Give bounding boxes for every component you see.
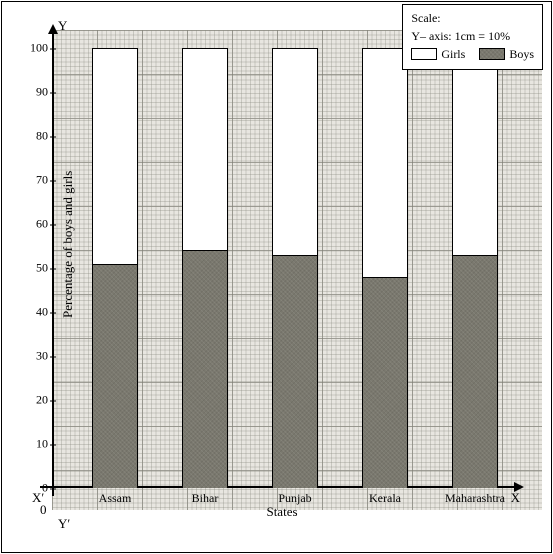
legend-swatch-boys <box>479 48 505 60</box>
axis-end-y-bottom: Y′ <box>58 516 70 532</box>
x-category-label: Bihar <box>192 491 219 506</box>
axis-end-y-top: Y <box>58 18 67 34</box>
x-category-label: Kerala <box>369 491 401 506</box>
bar-segment-girls <box>363 49 407 278</box>
y-tick-label: 20 <box>24 393 48 408</box>
bar-segment-boys <box>273 255 317 488</box>
scale-text: Y– axis: 1cm = 10% <box>411 27 534 45</box>
y-tick-label: 10 <box>24 437 48 452</box>
y-axis <box>52 30 54 496</box>
plot-area: 0102030405060708090100 AssamBiharPunjabK… <box>52 48 512 488</box>
y-tick-label: 40 <box>24 305 48 320</box>
bar <box>362 48 408 488</box>
y-tick-label: 70 <box>24 173 48 188</box>
legend-row: Girls Boys <box>411 45 534 63</box>
axis-end-origin: 0 <box>40 502 47 518</box>
scale-legend-box: Scale: Y– axis: 1cm = 10% Girls Boys <box>402 4 543 70</box>
bar-segment-boys <box>363 277 407 488</box>
bar-segment-girls <box>453 49 497 256</box>
x-axis-label: States <box>266 504 297 520</box>
bar-segment-girls <box>183 49 227 251</box>
x-category-label: Assam <box>99 491 132 506</box>
bar <box>182 48 228 488</box>
legend-label-girls: Girls <box>441 45 465 63</box>
bar <box>272 48 318 488</box>
y-axis-arrow-icon <box>48 24 58 34</box>
bar-segment-boys <box>183 250 227 488</box>
bar <box>452 48 498 488</box>
legend-swatch-girls <box>411 48 437 60</box>
legend-label-boys: Boys <box>509 45 534 63</box>
scale-title: Scale: <box>411 9 534 27</box>
chart-container: Scale: Y– axis: 1cm = 10% Girls Boys 010… <box>0 0 553 554</box>
x-category-label: Maharashtra <box>445 491 505 506</box>
bar-segment-girls <box>273 49 317 256</box>
y-tick-label: 80 <box>24 129 48 144</box>
bar-segment-boys <box>453 255 497 488</box>
y-tick-label: 50 <box>24 261 48 276</box>
y-tick-label: 100 <box>24 41 48 56</box>
y-tick-label: 30 <box>24 349 48 364</box>
y-axis-label: Percentage of boys and girls <box>60 171 76 318</box>
bar-segment-girls <box>93 49 137 265</box>
y-tick-label: 60 <box>24 217 48 232</box>
bar <box>92 48 138 488</box>
y-tick-label: 90 <box>24 85 48 100</box>
axis-end-x-right: X <box>511 490 520 506</box>
bar-segment-boys <box>93 264 137 488</box>
